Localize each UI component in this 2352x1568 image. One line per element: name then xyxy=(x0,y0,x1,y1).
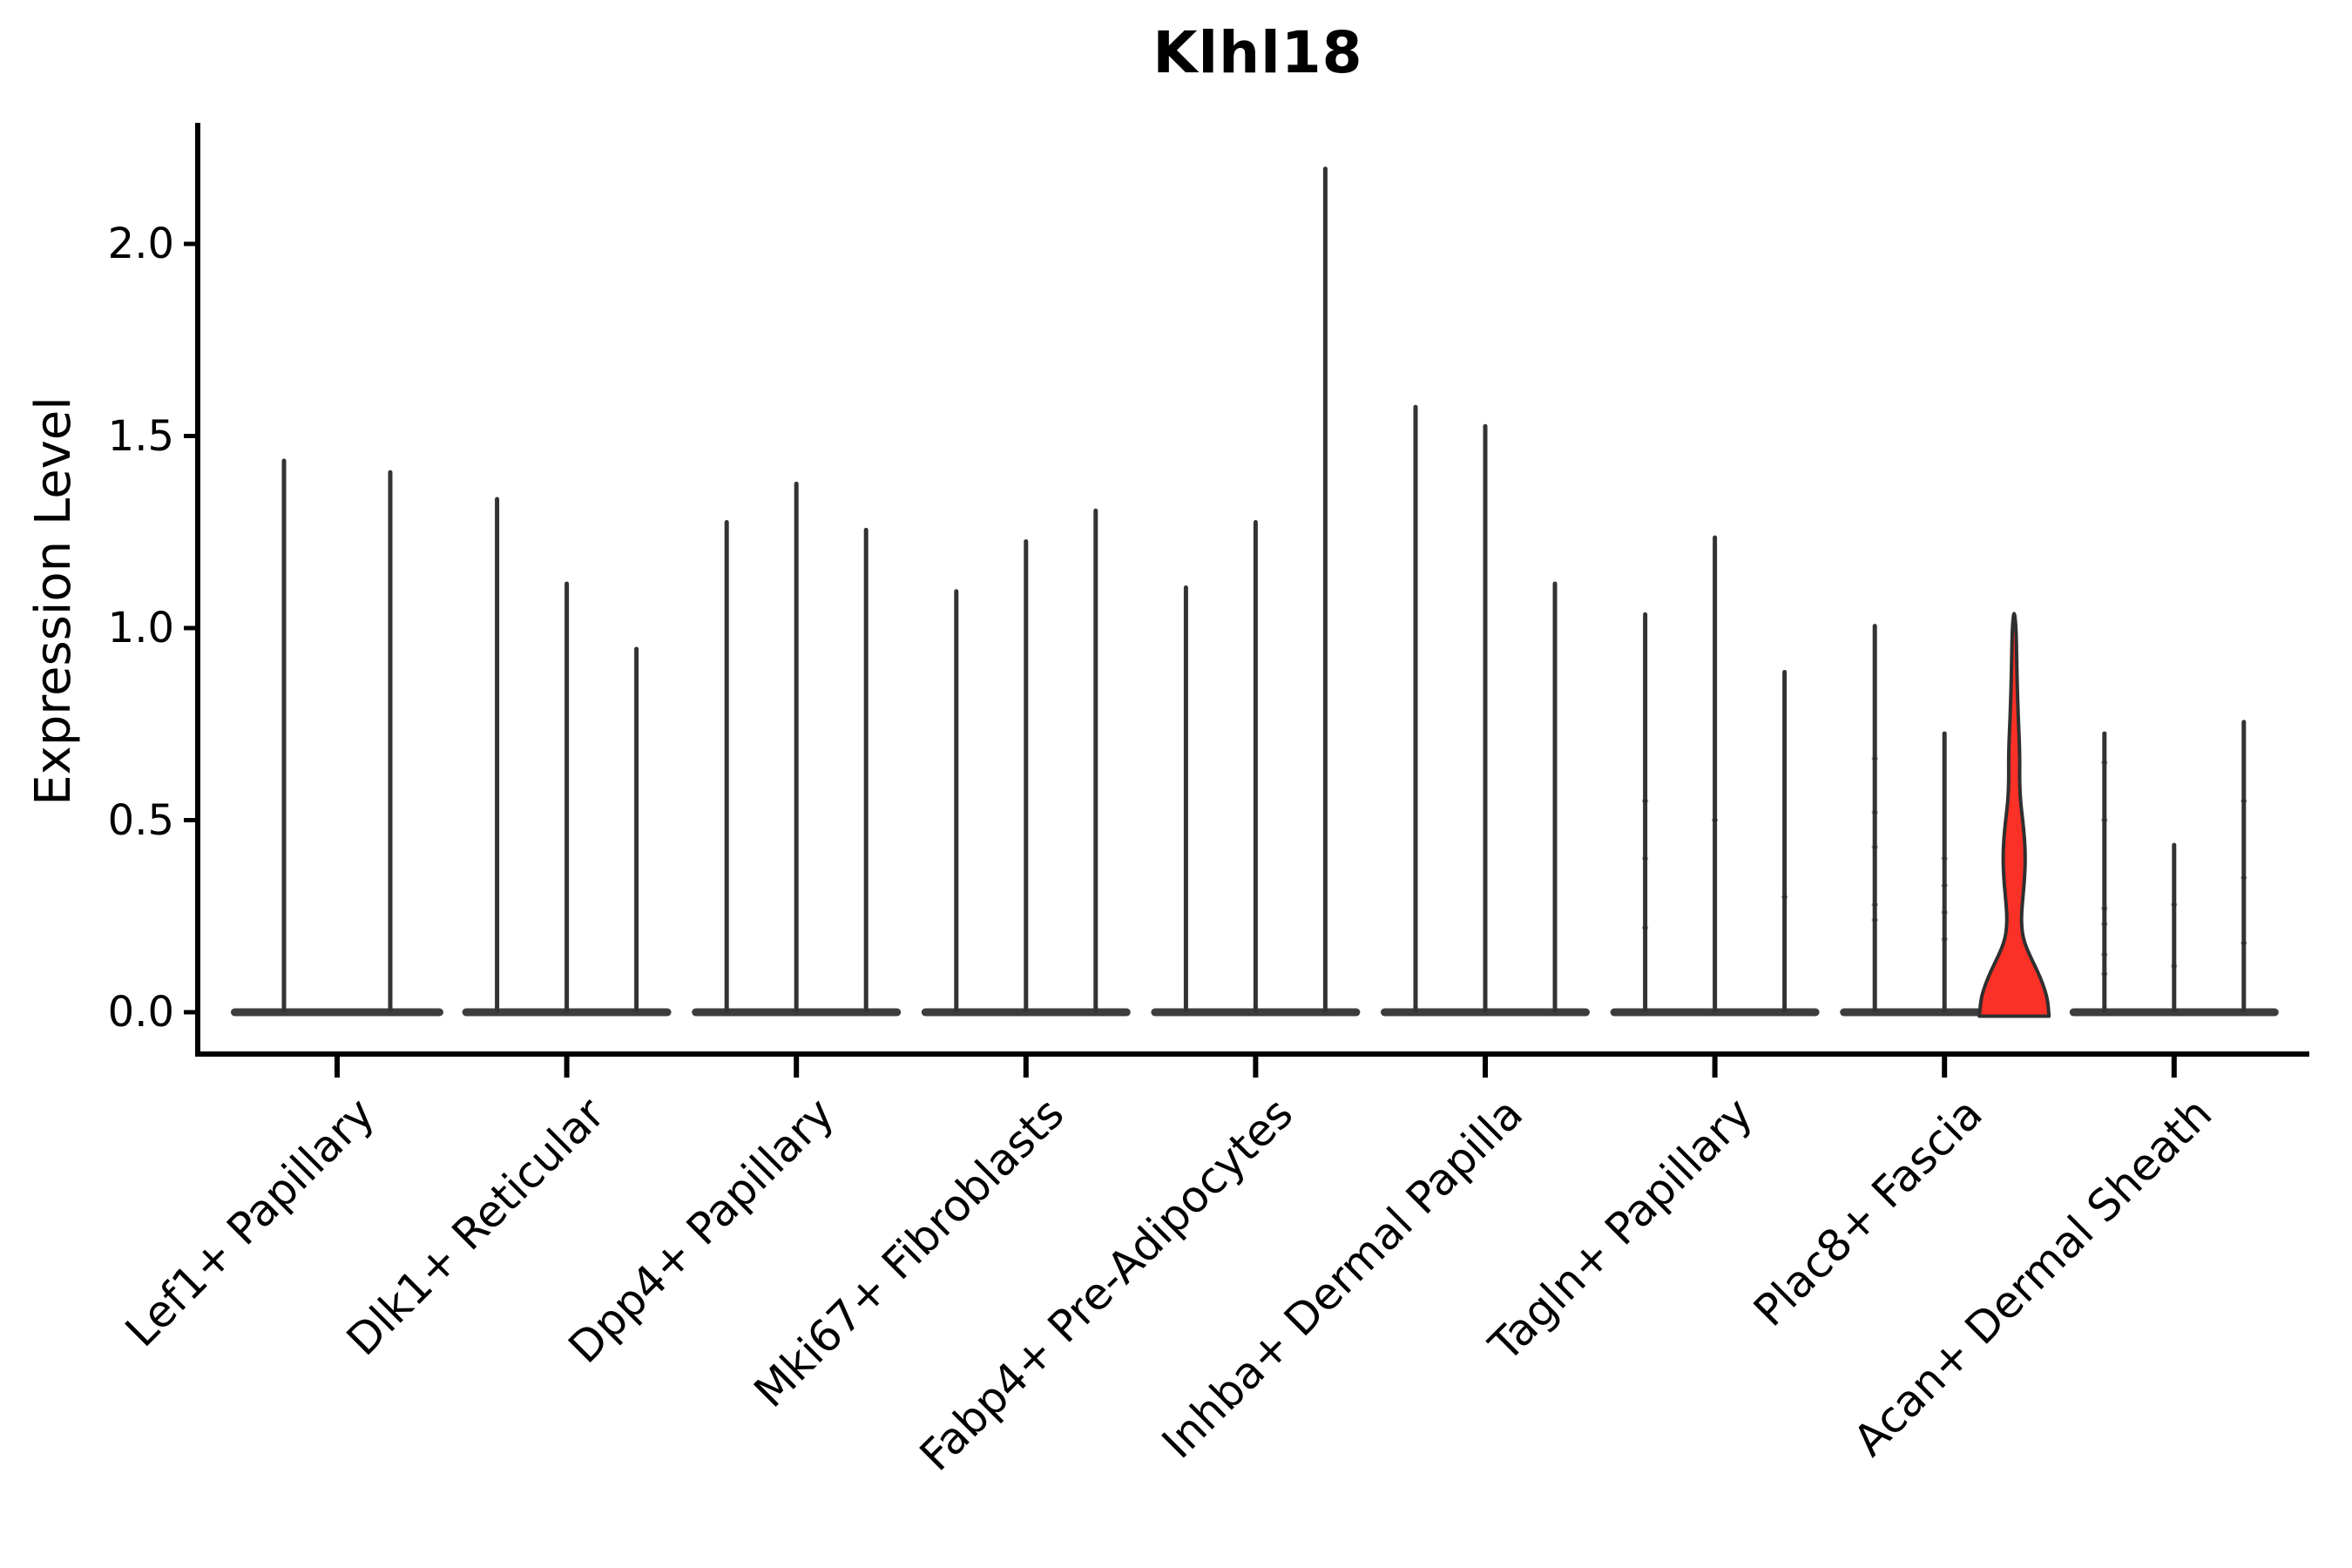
y-tick-label: 1.5 xyxy=(107,411,174,461)
jitter-point xyxy=(2101,972,2108,976)
jitter-point xyxy=(1871,903,1878,907)
jitter-point xyxy=(1871,918,1878,922)
jitter-point xyxy=(1871,811,1878,814)
chart-title: Klhl18 xyxy=(1152,19,1363,86)
jitter-point xyxy=(1941,883,1948,887)
jitter-point xyxy=(1871,757,1878,760)
jitter-point xyxy=(1941,937,1948,941)
y-tick-label: 1.0 xyxy=(107,604,174,652)
jitter-point xyxy=(1871,845,1878,848)
jitter-point xyxy=(2240,799,2247,802)
y-tick-label: 0.0 xyxy=(107,988,174,1037)
jitter-point xyxy=(1941,910,1948,914)
jitter-point xyxy=(1642,799,1649,802)
jitter-point xyxy=(2101,760,2108,764)
jitter-point xyxy=(2240,942,2247,945)
jitter-point xyxy=(2240,876,2247,880)
jitter-point xyxy=(2101,953,2108,956)
jitter-point xyxy=(1642,857,1649,861)
jitter-point xyxy=(2101,819,2108,821)
highlighted-violin xyxy=(1977,612,2051,1018)
jitter-point xyxy=(2101,907,2108,910)
jitter-point xyxy=(1941,857,1948,861)
y-axis-label: Expression Level xyxy=(25,396,82,806)
jitter-point xyxy=(1642,926,1649,929)
jitter-point xyxy=(2101,923,2108,926)
jitter-point xyxy=(1781,896,1788,899)
jitter-point xyxy=(2171,964,2178,968)
y-tick-label: 2.0 xyxy=(107,220,174,268)
jitter-point xyxy=(1712,819,1719,821)
jitter-point xyxy=(2171,903,2178,907)
violin-baseline xyxy=(231,1008,443,1017)
y-tick-label: 0.5 xyxy=(107,795,174,845)
